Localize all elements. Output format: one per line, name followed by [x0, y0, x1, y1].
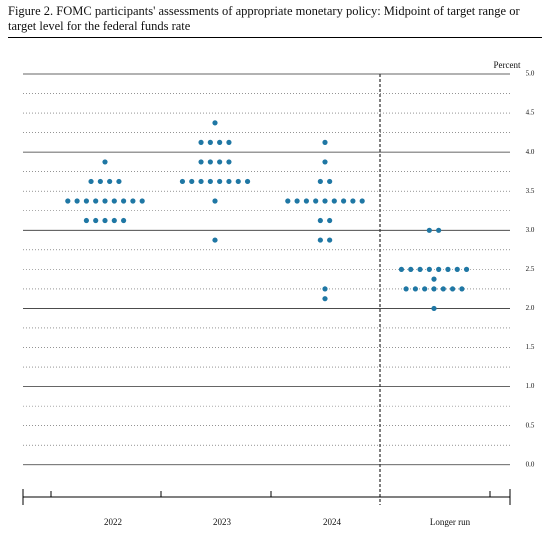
dot: [121, 217, 127, 224]
dot: [217, 159, 223, 165]
x-tick-label: 2022: [104, 517, 122, 527]
dot: [88, 178, 94, 185]
x-tick-label: 2023: [213, 517, 232, 527]
dot: [212, 237, 218, 243]
dot: [212, 198, 218, 204]
y-tick-label: 0.5: [526, 421, 535, 429]
dot: [322, 139, 328, 145]
dot: [431, 276, 437, 282]
dot: [436, 227, 442, 233]
x-tick-label: Longer run: [430, 517, 471, 527]
dot: [431, 286, 437, 292]
dot: [198, 159, 204, 165]
y-tick-label: 5.0: [526, 70, 535, 78]
dot: [226, 178, 232, 185]
dot: [463, 266, 470, 272]
dot: [65, 198, 71, 204]
dot: [244, 178, 251, 185]
dot: [198, 178, 204, 185]
dot: [102, 159, 108, 165]
dot: [179, 178, 186, 185]
dot: [398, 266, 405, 272]
dot: [322, 296, 328, 302]
y-tick-label: 2.0: [526, 304, 535, 312]
dot: [412, 286, 418, 292]
dot: [285, 198, 291, 204]
y-tick-label: 3.0: [526, 226, 535, 234]
dot: [327, 178, 333, 185]
y-tick-label: 1.0: [526, 382, 535, 390]
dot: [359, 198, 365, 204]
dot: [426, 227, 432, 233]
dot: [93, 198, 99, 204]
dot: [235, 178, 241, 185]
dot: [422, 286, 428, 292]
dot: [83, 217, 89, 224]
dot: [93, 217, 99, 224]
dot: [440, 286, 446, 292]
y-tick-label: 4.5: [526, 109, 535, 117]
y-tick-label: 1.5: [526, 343, 535, 351]
dot: [459, 286, 465, 292]
dot: [322, 286, 328, 292]
y-tick-label: 4.0: [526, 148, 535, 156]
dot: [130, 198, 136, 204]
dot: [116, 178, 122, 185]
dot: [331, 198, 337, 204]
dot: [341, 198, 347, 204]
dot: [226, 139, 232, 145]
dot: [445, 266, 451, 272]
dot: [207, 178, 213, 185]
dot: [327, 237, 333, 243]
dot: [207, 139, 213, 145]
dot: [212, 120, 218, 126]
dot: [121, 198, 127, 204]
dot: [217, 178, 223, 185]
dot: [189, 178, 195, 185]
dot: [327, 217, 333, 224]
dot: [97, 178, 103, 185]
dot: [102, 198, 108, 204]
y-tick-label: 3.5: [526, 187, 535, 195]
dot: [322, 159, 328, 165]
dot: [102, 217, 108, 224]
dot: [436, 266, 442, 272]
y-tick-label: 0.0: [526, 460, 535, 468]
dot: [111, 217, 117, 224]
dot: [417, 266, 423, 272]
y-axis-label: Percent: [494, 60, 521, 70]
dot: [83, 198, 89, 204]
dot: [317, 217, 323, 224]
dot: [350, 198, 356, 204]
dot: [317, 178, 323, 185]
dot: [207, 159, 213, 165]
chart-title: Figure 2. FOMC participants' assessments…: [8, 4, 542, 38]
dot: [111, 198, 117, 204]
dot: [198, 139, 204, 145]
dot: [322, 198, 328, 204]
dot: [74, 198, 80, 204]
x-axis-ticks: [22, 489, 511, 505]
dot: [431, 305, 437, 312]
y-tick-label: 2.5: [526, 265, 535, 273]
x-tick-label: 2024: [323, 517, 342, 527]
dot: [294, 198, 300, 204]
dot: [313, 198, 319, 204]
dot: [217, 139, 223, 145]
dot: [450, 286, 456, 292]
dot: [107, 178, 113, 185]
dot: [317, 237, 323, 243]
dot: [303, 198, 309, 204]
dot: [139, 198, 145, 204]
dot: [426, 266, 432, 272]
dot: [454, 266, 460, 272]
dot: [226, 159, 232, 165]
dot: [403, 286, 409, 292]
dot: [408, 266, 414, 272]
